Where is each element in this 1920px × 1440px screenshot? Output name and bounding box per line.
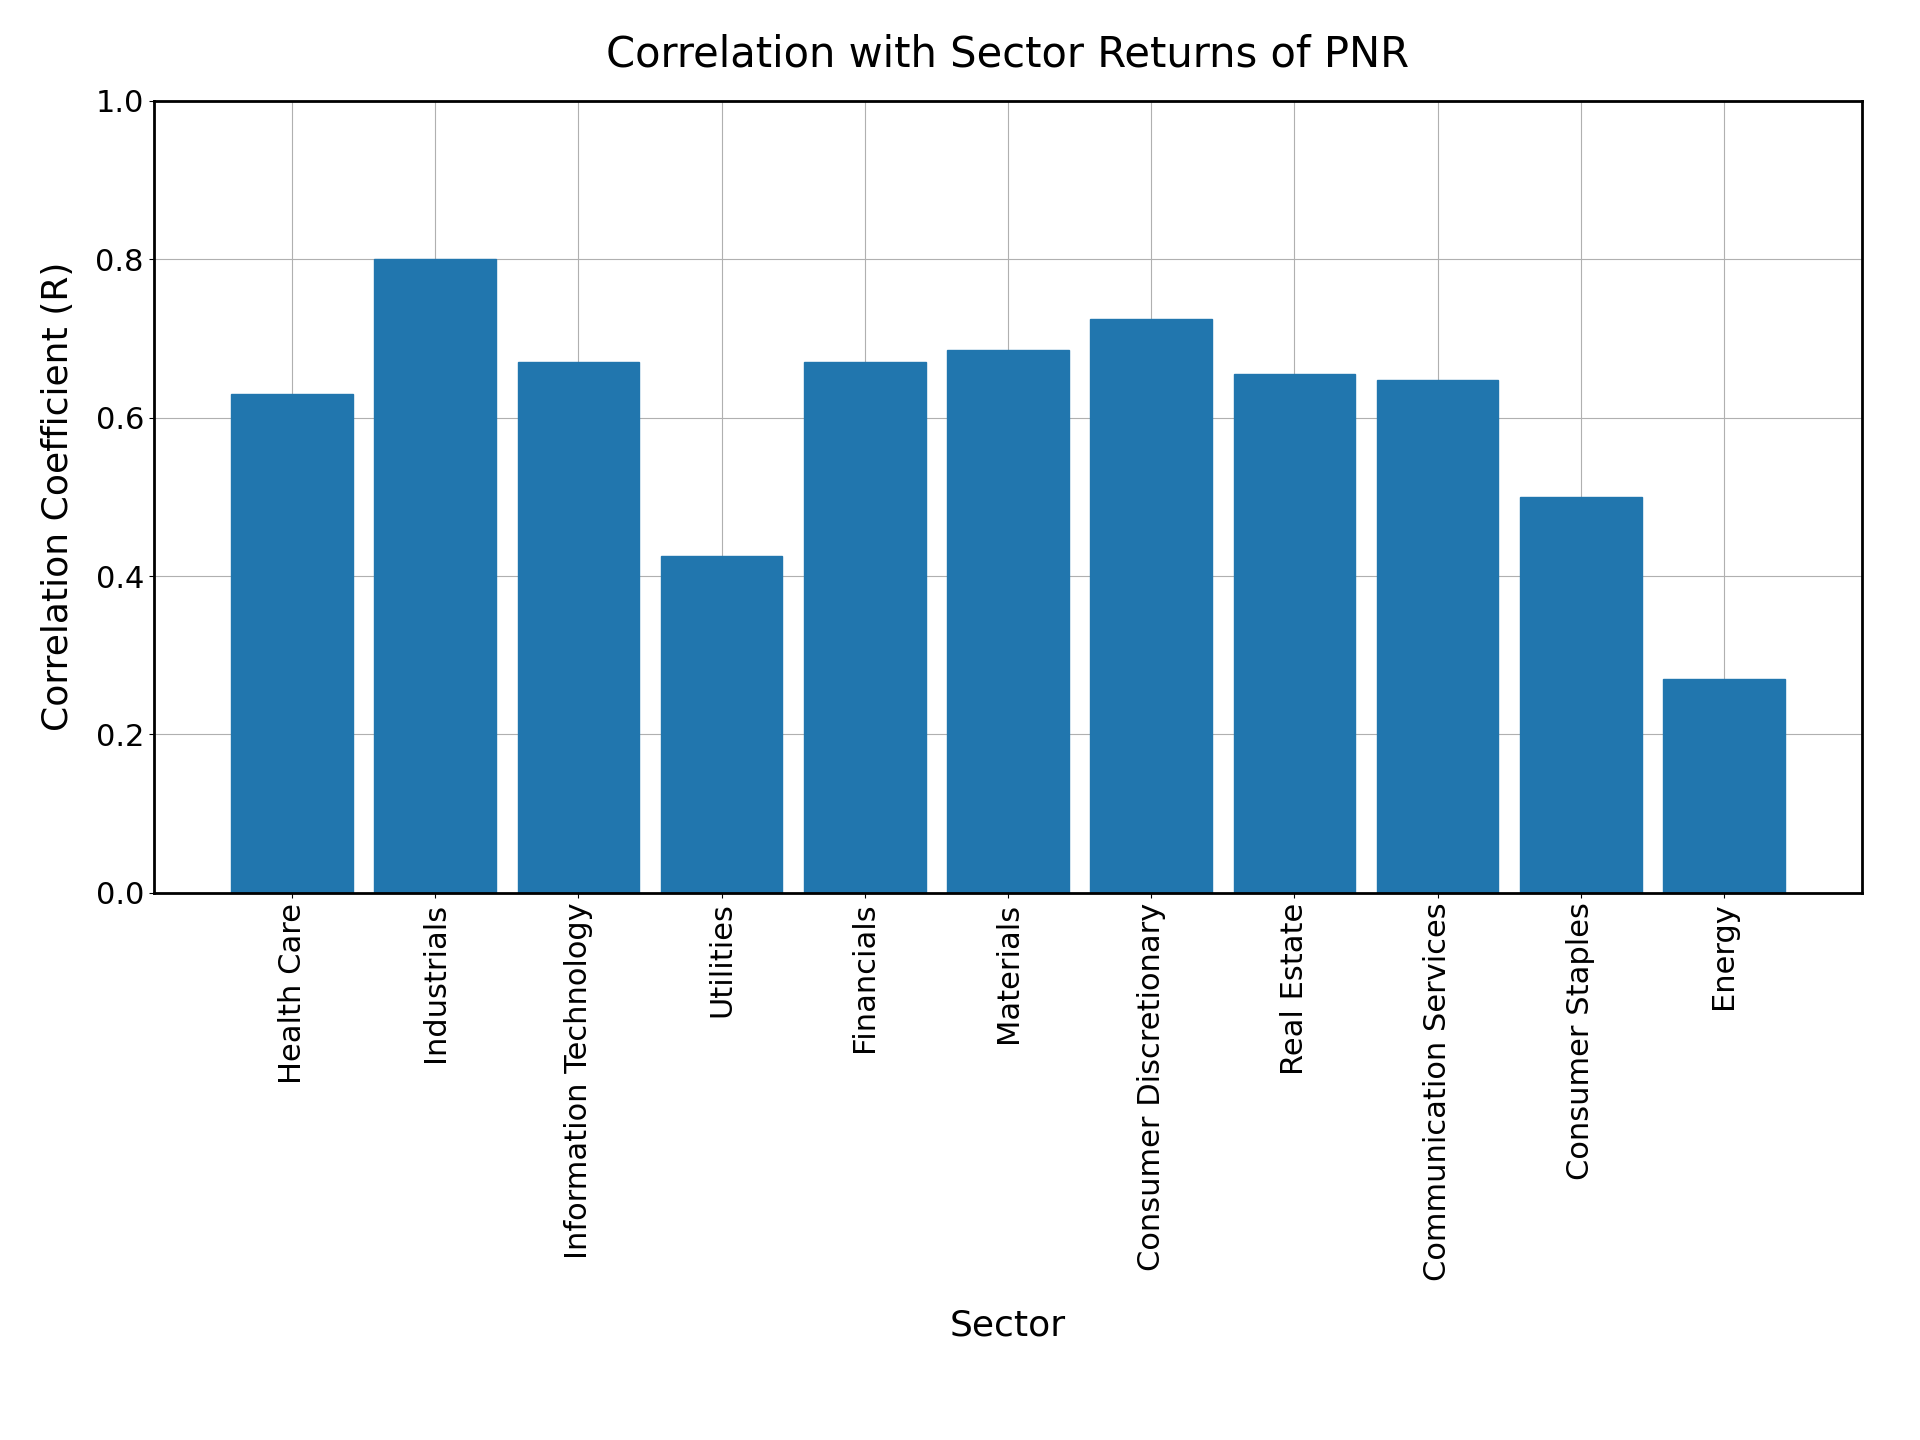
Bar [1091,318,1212,893]
Bar [374,259,495,893]
Bar [518,361,639,893]
Bar [230,393,353,893]
Bar [804,361,925,893]
Title: Correlation with Sector Returns of PNR: Correlation with Sector Returns of PNR [607,33,1409,75]
Bar [1377,380,1498,893]
Bar [660,556,783,893]
Bar [1521,497,1642,893]
Bar [1663,678,1786,893]
Y-axis label: Correlation Coefficient (R): Correlation Coefficient (R) [40,262,75,732]
X-axis label: Sector: Sector [950,1309,1066,1344]
Bar [947,350,1069,893]
Bar [1233,374,1356,893]
